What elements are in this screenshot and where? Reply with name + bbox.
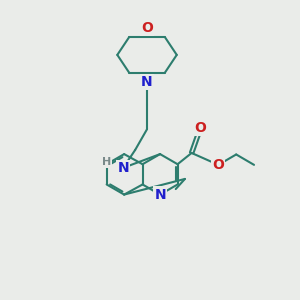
Text: N: N bbox=[117, 161, 129, 175]
Text: H: H bbox=[102, 157, 112, 167]
Text: N: N bbox=[141, 75, 153, 88]
Text: O: O bbox=[141, 21, 153, 35]
Text: O: O bbox=[195, 121, 206, 135]
Text: O: O bbox=[212, 158, 224, 172]
Text: N: N bbox=[154, 188, 166, 202]
